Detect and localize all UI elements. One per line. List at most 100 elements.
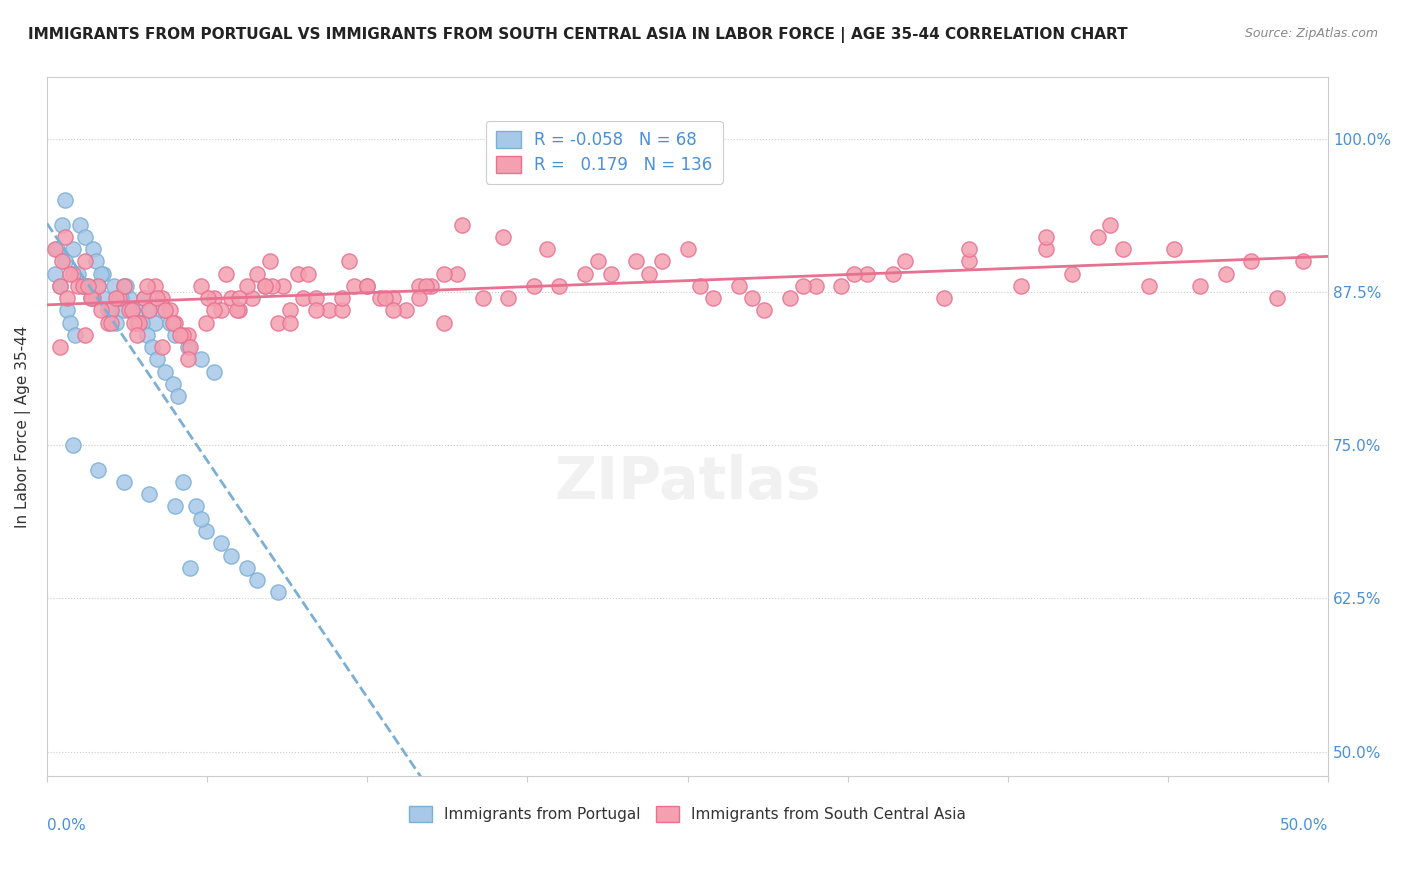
Point: [202, 303, 225, 318]
Point: [842, 267, 865, 281]
Point: [727, 278, 749, 293]
Point: [209, 536, 232, 550]
Point: [125, 327, 148, 342]
Point: [246, 573, 269, 587]
Point: [62, 267, 84, 281]
Point: [779, 291, 801, 305]
Point: [112, 278, 135, 293]
Point: [135, 278, 157, 293]
Point: [125, 303, 148, 318]
Point: [72, 278, 94, 293]
Point: [100, 303, 122, 318]
Point: [586, 254, 609, 268]
Point: [172, 475, 194, 489]
Point: [87, 463, 110, 477]
Point: [146, 352, 169, 367]
Point: [804, 278, 827, 293]
Point: [292, 291, 315, 305]
Point: [446, 267, 468, 281]
Point: [44, 267, 66, 281]
Point: [221, 291, 243, 305]
Point: [356, 278, 378, 293]
Point: [153, 365, 176, 379]
Y-axis label: In Labor Force | Age 35-44: In Labor Force | Age 35-44: [15, 326, 31, 528]
Point: [82, 242, 104, 256]
Point: [1215, 267, 1237, 281]
Point: [415, 278, 437, 293]
Point: [150, 291, 173, 305]
Point: [44, 242, 66, 256]
Point: [134, 291, 156, 305]
Point: [53, 193, 76, 207]
Point: [87, 278, 110, 293]
Point: [318, 303, 340, 318]
Point: [179, 340, 201, 354]
Point: [166, 389, 188, 403]
Point: [1112, 242, 1135, 256]
Point: [165, 500, 187, 514]
Point: [134, 291, 156, 305]
Point: [702, 291, 724, 305]
Point: [856, 267, 879, 281]
Point: [194, 316, 217, 330]
Point: [894, 254, 917, 268]
Point: [523, 278, 546, 293]
Point: [651, 254, 673, 268]
Point: [75, 229, 97, 244]
Point: [381, 303, 404, 318]
Point: [93, 291, 115, 305]
Point: [626, 254, 648, 268]
Point: [240, 291, 263, 305]
Point: [56, 291, 79, 305]
Point: [356, 278, 378, 293]
Point: [138, 303, 160, 318]
Point: [97, 303, 120, 318]
Point: [228, 303, 250, 318]
Point: [141, 340, 163, 354]
Point: [536, 242, 558, 256]
Text: IMMIGRANTS FROM PORTUGAL VS IMMIGRANTS FROM SOUTH CENTRAL ASIA IN LABOR FORCE | : IMMIGRANTS FROM PORTUGAL VS IMMIGRANTS F…: [28, 27, 1128, 43]
Point: [90, 267, 112, 281]
Point: [689, 278, 711, 293]
Point: [79, 291, 101, 305]
Point: [492, 229, 515, 244]
Point: [262, 278, 284, 293]
Point: [162, 316, 184, 330]
Point: [51, 254, 73, 268]
Point: [66, 278, 89, 293]
Point: [343, 278, 366, 293]
Point: [599, 267, 621, 281]
Point: [574, 267, 596, 281]
Point: [110, 291, 132, 305]
Point: [287, 267, 309, 281]
Point: [1265, 291, 1288, 305]
Point: [143, 278, 166, 293]
Point: [107, 291, 129, 305]
Point: [75, 254, 97, 268]
Point: [79, 291, 101, 305]
Point: [121, 303, 143, 318]
Point: [107, 291, 129, 305]
Point: [118, 303, 141, 318]
Point: [1137, 278, 1160, 293]
Point: [184, 500, 207, 514]
Point: [100, 316, 122, 330]
Point: [305, 291, 328, 305]
Point: [374, 291, 396, 305]
Point: [153, 303, 176, 318]
Point: [53, 254, 76, 268]
Point: [122, 316, 145, 330]
Point: [236, 278, 259, 293]
Point: [125, 316, 148, 330]
Point: [105, 316, 128, 330]
Point: [177, 352, 200, 367]
Point: [1060, 267, 1083, 281]
Point: [77, 278, 100, 293]
Point: [172, 327, 194, 342]
Point: [266, 585, 288, 599]
Point: [882, 267, 904, 281]
Point: [741, 291, 763, 305]
Point: [420, 278, 443, 293]
Point: [159, 303, 181, 318]
Point: [177, 340, 200, 354]
